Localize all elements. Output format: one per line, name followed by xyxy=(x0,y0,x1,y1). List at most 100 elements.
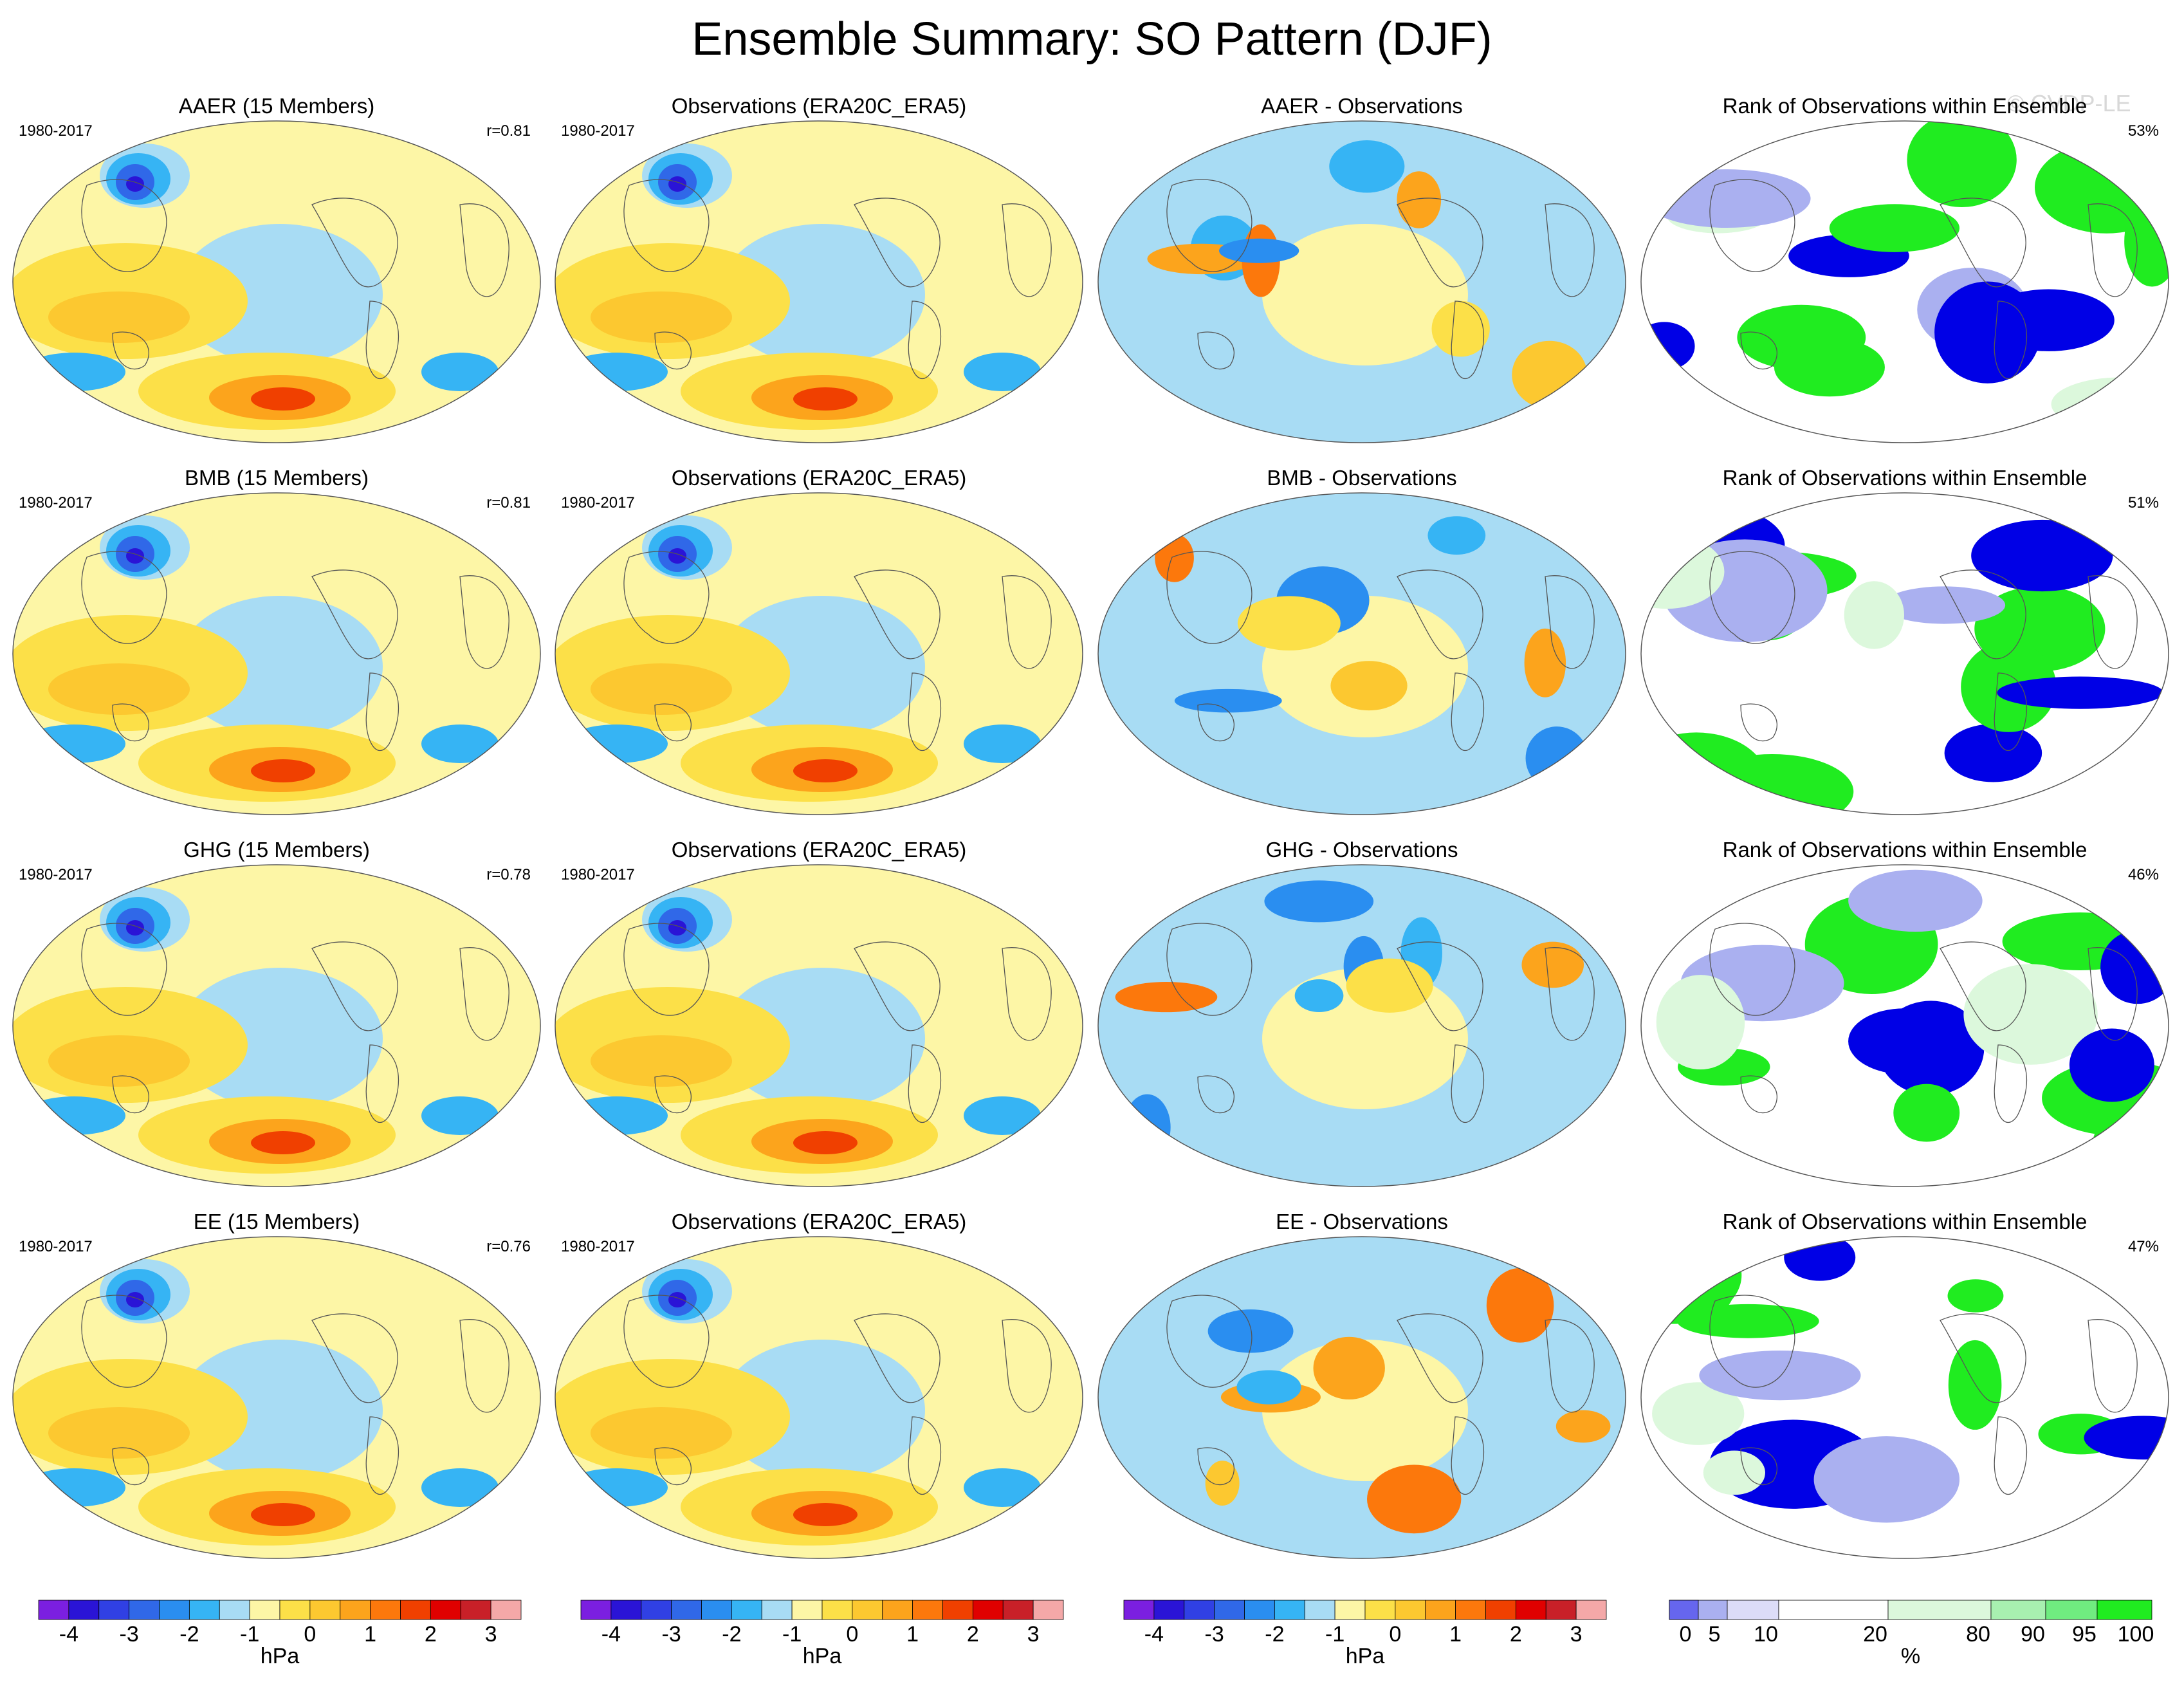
map-outline xyxy=(1640,120,2169,443)
colorbar-swatch xyxy=(1244,1600,1275,1620)
colorbar-swatch xyxy=(1334,1600,1366,1620)
anomaly-region xyxy=(1397,171,1442,228)
map-obs-row1 xyxy=(555,120,1083,443)
anomaly-region xyxy=(793,387,858,411)
panel-title: GHG (15 Members) xyxy=(183,838,370,862)
anomaly-region xyxy=(421,725,499,763)
panel-title: AAER - Observations xyxy=(1261,94,1463,118)
anomaly-region xyxy=(1524,628,1566,697)
anomaly-region xyxy=(23,353,125,391)
colorbar-tick-label: -3 xyxy=(1205,1622,1224,1644)
map-outline xyxy=(555,120,1083,443)
panel-title: BMB (15 Members) xyxy=(184,466,369,490)
colorbar-tick-label: -4 xyxy=(59,1622,78,1644)
panel-rank-row1: Rank of Observations within Ensemble 53% xyxy=(1638,94,2172,456)
map-outline xyxy=(12,864,541,1187)
period-label: 1980-2017 xyxy=(19,866,93,883)
figure-title: Ensemble Summary: SO Pattern (DJF) xyxy=(692,14,1492,65)
colorbar-swatch xyxy=(731,1600,762,1620)
colorbar-swatch xyxy=(1304,1600,1335,1620)
panel-title: GHG - Observations xyxy=(1265,838,1458,862)
colorbar-tick-label: 1 xyxy=(1449,1622,1462,1644)
anomaly-region xyxy=(421,1096,499,1135)
coastlines xyxy=(623,1295,1052,1495)
coastlines xyxy=(1166,179,1595,380)
colorbar-unit: hPa xyxy=(802,1644,842,1668)
anomaly-region xyxy=(591,663,732,715)
panel-title: Rank of Observations within Ensemble xyxy=(1722,94,2088,118)
panel-title: BMB - Observations xyxy=(1267,466,1457,490)
rank-region xyxy=(1997,676,2163,709)
panel-title: Observations (ERA20C_ERA5) xyxy=(671,466,967,490)
panel-title: EE - Observations xyxy=(1276,1210,1448,1233)
colorbar-swatch xyxy=(400,1600,431,1620)
anomaly-region xyxy=(964,353,1041,391)
anomaly-region xyxy=(23,725,125,763)
colorbar-swatch xyxy=(1123,1600,1155,1620)
map-outline xyxy=(555,1236,1083,1559)
anomaly-region xyxy=(23,1096,125,1135)
map-outline xyxy=(1097,492,1626,815)
panel-ens-row4: EE (15 Members) 1980-2017 r=0.76 xyxy=(10,1210,544,1571)
anomaly-region xyxy=(251,387,315,411)
anomaly-region xyxy=(251,1503,315,1526)
anomaly-region xyxy=(1205,1461,1240,1506)
colorbar-hpa-3: -4-3-2-101234 hPa xyxy=(1121,1599,1610,1689)
colorbar-tick-label: 95 xyxy=(2072,1622,2097,1644)
anomaly-region xyxy=(1124,1094,1171,1161)
colorbar-tick-label: -3 xyxy=(662,1622,681,1644)
colorbar-tick-label: -1 xyxy=(782,1622,802,1644)
coastlines xyxy=(1709,551,2138,752)
rank-region xyxy=(1947,1279,2004,1313)
colorbar-swatch xyxy=(188,1600,220,1620)
colorbar-swatch xyxy=(972,1600,1004,1620)
colorbar-swatch xyxy=(279,1600,311,1620)
rank-region xyxy=(1844,581,1904,649)
colorbar-unit: % xyxy=(1900,1644,1921,1668)
panel-obs-row3: Observations (ERA20C_ERA5) 1980-2017 xyxy=(552,838,1086,1199)
map-diff-row2 xyxy=(1097,492,1626,815)
colorbar-swatch xyxy=(1153,1600,1185,1620)
panel-title: Rank of Observations within Ensemble xyxy=(1722,838,2088,862)
colorbar-swatch xyxy=(1364,1600,1396,1620)
colorbar-swatch xyxy=(1990,1600,2046,1620)
coastlines xyxy=(81,179,509,380)
coastlines xyxy=(1166,1295,1595,1495)
anomaly-region xyxy=(126,176,144,192)
rank-region xyxy=(2092,1114,2154,1177)
anomaly-region xyxy=(1329,140,1405,193)
map-outline xyxy=(1640,1236,2169,1559)
anomaly-region xyxy=(48,663,190,715)
correlation-label: r=0.81 xyxy=(486,494,531,512)
map-obs-row2 xyxy=(555,492,1083,815)
anomaly-region xyxy=(668,548,686,564)
colorbar-swatch xyxy=(1778,1600,1889,1620)
anomaly-region xyxy=(793,759,858,782)
colorbar-swatch xyxy=(912,1600,943,1620)
panel-ens-row1: AAER (15 Members) 1980-2017 r=0.81 xyxy=(10,94,544,456)
map-diff-row3 xyxy=(1097,864,1626,1187)
rank-percent-label: 46% xyxy=(2127,866,2159,883)
anomaly-region xyxy=(668,176,686,192)
colorbar-swatch xyxy=(1455,1600,1486,1620)
colorbar-rank: 0 5 10 20 80 90 95 100 % xyxy=(1666,1599,2155,1689)
colorbar-swatch xyxy=(580,1600,612,1620)
anomaly-region xyxy=(1367,1464,1462,1534)
colorbar-hpa-2: -4-3-2-101234 hPa xyxy=(578,1599,1067,1689)
colorbar-unit: hPa xyxy=(1345,1644,1385,1668)
map-obs-row4 xyxy=(555,1236,1083,1559)
anomaly-region xyxy=(1313,1336,1385,1400)
rank-region xyxy=(1829,204,1960,252)
panel-ens-row3: GHG (15 Members) 1980-2017 r=0.78 xyxy=(10,838,544,1199)
map-outline xyxy=(12,120,541,443)
anomaly-region xyxy=(1427,516,1486,555)
map-outline xyxy=(1097,120,1626,443)
coastlines xyxy=(623,551,1052,752)
anomaly-region xyxy=(1346,958,1433,1013)
anomaly-region xyxy=(1115,982,1218,1013)
colorbar-tick-label: 0 xyxy=(1680,1622,1692,1644)
colorbar-tick-label: 2 xyxy=(425,1622,437,1644)
colorbar-tick-label: 10 xyxy=(1754,1622,1778,1644)
colorbar-swatch xyxy=(1515,1600,1546,1620)
colorbar-tick-label: -2 xyxy=(722,1622,741,1644)
